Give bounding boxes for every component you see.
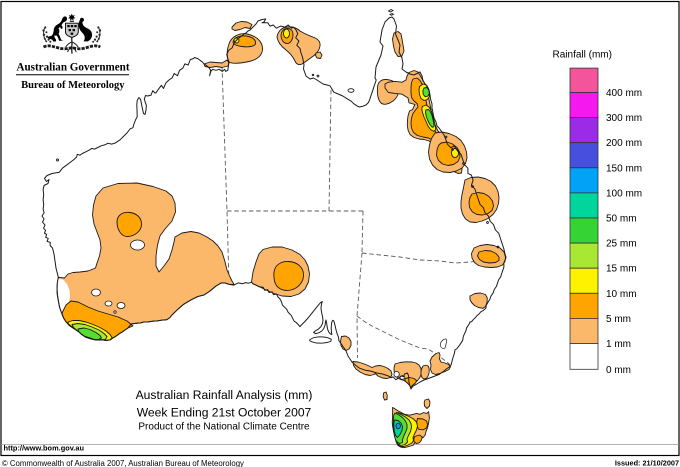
svg-text:10 mm: 10 mm — [606, 289, 637, 300]
svg-text:50 mm: 50 mm — [606, 214, 637, 225]
svg-text:150 mm: 150 mm — [606, 163, 642, 174]
svg-text:© Commonwealth of Australia 20: © Commonwealth of Australia 2007, Austra… — [2, 459, 244, 467]
svg-text:100 mm: 100 mm — [606, 188, 642, 199]
svg-text:Bureau of Meteorology: Bureau of Meteorology — [21, 80, 125, 91]
svg-text:http://www.bom.gov.au: http://www.bom.gov.au — [4, 444, 85, 453]
svg-text:25 mm: 25 mm — [606, 239, 637, 250]
svg-text:Week Ending 21st October 2007: Week Ending 21st October 2007 — [137, 405, 312, 419]
svg-text:Australian Rainfall Analysis (: Australian Rainfall Analysis (mm) — [136, 388, 313, 402]
svg-text:Product of the National Climat: Product of the National Climate Centre — [138, 422, 310, 433]
svg-text:Australian Government: Australian Government — [16, 62, 129, 74]
svg-text:300 mm: 300 mm — [606, 113, 642, 124]
svg-text:5 mm: 5 mm — [606, 314, 631, 325]
svg-text:200 mm: 200 mm — [606, 138, 642, 149]
svg-text:15 mm: 15 mm — [606, 264, 637, 275]
svg-text:Issued: 21/10/2007: Issued: 21/10/2007 — [615, 459, 679, 467]
svg-text:Rainfall (mm): Rainfall (mm) — [553, 50, 612, 61]
svg-text:0 mm: 0 mm — [606, 365, 631, 376]
svg-text:400 mm: 400 mm — [606, 88, 642, 99]
svg-text:1 mm: 1 mm — [606, 339, 631, 350]
